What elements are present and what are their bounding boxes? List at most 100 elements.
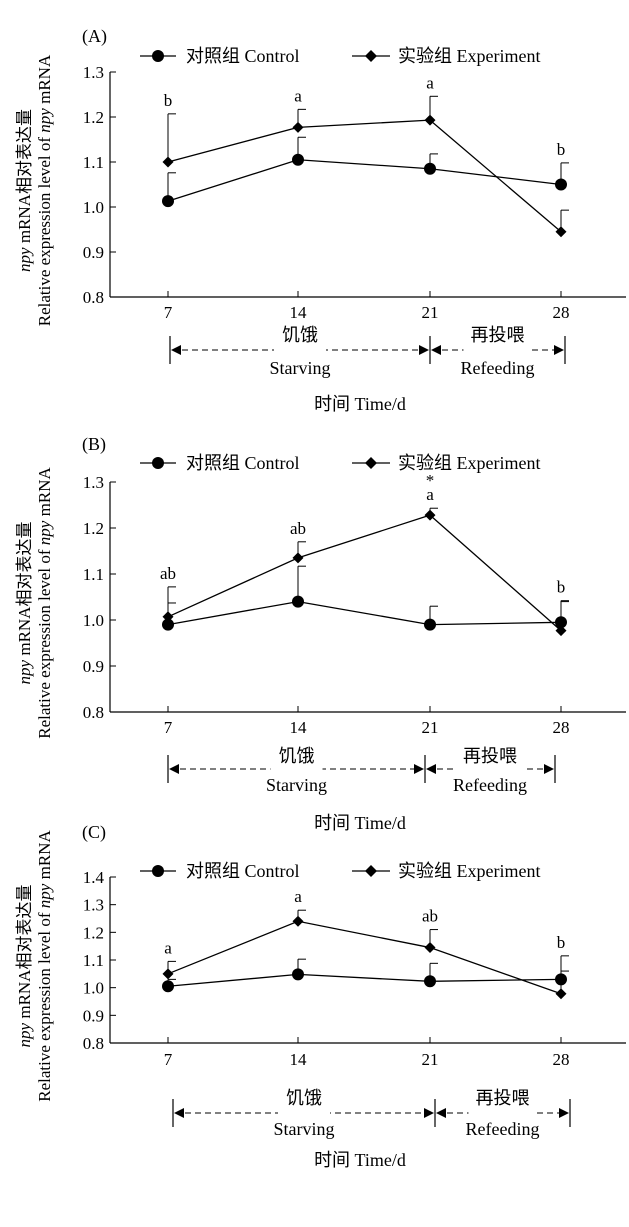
y-tick-label: 1.0 [83, 979, 104, 998]
data-point-experiment [555, 226, 567, 238]
x-tick-label: 14 [290, 718, 308, 737]
refeeding-label-en: Refeeding [466, 1119, 540, 1139]
x-tick-label: 21 [422, 718, 439, 737]
y-tick-label: 0.9 [83, 657, 104, 676]
x-tick-label: 7 [164, 718, 173, 737]
arrow-head [554, 345, 564, 355]
data-point-experiment [555, 988, 567, 1000]
data-point-experiment [424, 114, 436, 126]
data-point-experiment [424, 509, 436, 521]
significance-letter: a [426, 485, 434, 504]
series-control [162, 565, 569, 631]
starving-label-en: Starving [274, 1119, 335, 1139]
starving-label-cn: 饥饿 [286, 1088, 322, 1108]
significance-asterisk: * [426, 471, 435, 490]
starving-label-cn: 饥饿 [279, 746, 315, 766]
refeeding-label-en: Refeeding [461, 358, 535, 378]
x-tick-label: 28 [553, 718, 570, 737]
label-backing [270, 753, 323, 775]
arrow-head [419, 345, 429, 355]
legend-control-marker [152, 865, 164, 877]
refeeding-label-en: Refeeding [453, 775, 527, 795]
data-point-control [292, 595, 304, 608]
legend-control-label: 对照组 Control [186, 861, 300, 881]
arrow-head [436, 1108, 446, 1118]
significance-letter: b [557, 578, 566, 597]
y-axis-label-cn: npy mRNA相对表达量 [15, 885, 34, 1048]
x-tick-label: 28 [553, 303, 570, 322]
y-tick-label: 1.2 [83, 519, 104, 538]
significance-letter: b [557, 140, 566, 159]
series-line [167, 600, 562, 626]
y-axis-label: npy mRNA相对表达量 Relative expression level o… [15, 467, 54, 739]
label-backing [463, 334, 532, 356]
x-tick-label: 14 [290, 1050, 308, 1069]
y-tick-label: 1.4 [83, 868, 105, 887]
legend: 对照组 Control 实验组 Experiment [140, 46, 540, 66]
arrow-head [414, 764, 424, 774]
series-line [167, 920, 562, 995]
series-experiment [162, 507, 569, 637]
refeeding-label-cn: 再投喂 [463, 746, 517, 766]
significance-letter: a [164, 938, 172, 957]
y-tick-label: 0.8 [83, 288, 104, 307]
y-tick-label: 1.1 [83, 153, 104, 172]
legend-experiment-marker [365, 50, 377, 62]
arrow-head [169, 764, 179, 774]
starving-label-en: Starving [270, 358, 331, 378]
data-point-experiment [162, 611, 174, 623]
series-line [167, 119, 562, 233]
significance-letter: b [164, 91, 173, 110]
series-line [167, 514, 562, 632]
significance-letter: ab [160, 564, 176, 583]
y-tick-label: 1.3 [83, 63, 104, 82]
data-point-control [292, 968, 304, 981]
data-point-control [424, 618, 436, 631]
significance-letter: ab [422, 907, 438, 926]
x-tick-label: 21 [422, 303, 439, 322]
legend-control-marker [152, 50, 164, 62]
y-tick-label: 1.1 [83, 951, 104, 970]
data-point-experiment [292, 552, 304, 564]
significance-letter: a [294, 86, 302, 105]
phase-annotation: 饥饿 Starving 再投喂 Refeeding [172, 1088, 571, 1139]
series-experiment [162, 95, 569, 238]
y-axis-label-en: Relative expression level of npy mRNA [35, 467, 54, 739]
data-point-experiment [162, 968, 174, 980]
y-tick-label: 1.2 [83, 923, 104, 942]
data-point-control [162, 195, 174, 208]
phase-annotation: 饥饿 Starving 再投喂 Refeeding [169, 325, 566, 378]
legend-experiment-label: 实验组 Experiment [398, 453, 540, 473]
y-axis-label-en: Relative expression level of npy mRNA [35, 830, 54, 1102]
data-point-control [424, 975, 436, 988]
label-backing [278, 1097, 330, 1119]
chart-panel-b: (B) 对照组 Control 实验组 Experiment 0.8 0.9 1.0 1.1… [15, 434, 626, 833]
label-backing [456, 753, 524, 775]
significance-letter: a [426, 73, 434, 92]
data-point-experiment [292, 121, 304, 133]
y-axis-label-cn: npy mRNA相对表达量 [15, 109, 34, 272]
arrow-head [544, 764, 554, 774]
y-tick-label: 1.0 [83, 611, 104, 630]
label-backing [274, 334, 326, 356]
panel-label: (B) [82, 434, 106, 455]
refeeding-label-cn: 再投喂 [471, 325, 525, 345]
legend-control-label: 对照组 Control [186, 46, 300, 66]
x-tick-label: 14 [290, 303, 308, 322]
legend-experiment-marker [365, 865, 377, 877]
starving-label-en: Starving [266, 775, 327, 795]
x-axis-label: 时间 Time/d [314, 394, 406, 414]
legend-experiment-label: 实验组 Experiment [398, 46, 540, 66]
refeeding-label-cn: 再投喂 [476, 1088, 530, 1108]
data-point-control [292, 153, 304, 166]
y-tick-label: 1.3 [83, 896, 104, 915]
starving-label-cn: 饥饿 [282, 325, 318, 345]
y-tick-label: 1.0 [83, 198, 104, 217]
legend-control-marker [152, 457, 164, 469]
panel-label: (C) [82, 822, 106, 843]
data-point-experiment [424, 942, 436, 954]
arrow-head [426, 764, 436, 774]
arrow-head [431, 345, 441, 355]
arrow-head [424, 1108, 434, 1118]
legend-experiment-label: 实验组 Experiment [398, 861, 540, 881]
